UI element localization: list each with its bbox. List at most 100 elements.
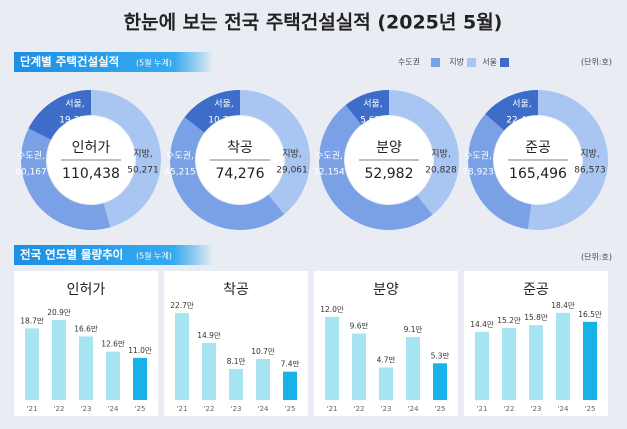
donut-total: 165,496: [509, 166, 567, 182]
donut-title: 인허가: [72, 140, 111, 156]
panel-title: 착공: [223, 282, 249, 298]
bar: [475, 331, 489, 400]
section-title: 전국 연도별 물량추이: [20, 248, 123, 262]
bar-label: 14.9만: [197, 331, 221, 340]
segment-name: 수도권,: [315, 150, 343, 162]
page-title: 한눈에 보는 전국 주택건설실적 (2025년 5월): [124, 12, 503, 34]
legend-swatch: [500, 58, 509, 67]
bar: [25, 328, 39, 400]
segment-name: 수도권,: [17, 150, 45, 162]
donut-title: 준공: [525, 140, 551, 156]
bar-label: 10.7만: [251, 347, 275, 356]
segment-value: 86,573: [574, 166, 606, 176]
bar-label: 9.6만: [350, 322, 369, 331]
legend-swatch: [467, 58, 476, 67]
bar: [529, 325, 543, 400]
bar-label: 15.2만: [497, 316, 521, 325]
bar: [133, 357, 147, 400]
segment-name: 지방,: [580, 149, 599, 160]
bar: [229, 368, 243, 400]
bar: [283, 371, 297, 400]
bar-label: 4.7만: [377, 355, 396, 364]
x-tick-label: '23: [381, 405, 392, 413]
bar: [202, 342, 216, 400]
donut-title: 분양: [376, 140, 402, 156]
x-tick-label: '23: [531, 405, 542, 413]
bar-label: 11.0만: [128, 346, 152, 355]
segment-value: 45,215: [164, 168, 196, 178]
segment-value: 78,923: [462, 168, 494, 178]
donut-segment: [240, 90, 310, 215]
segment-value: 60,167: [15, 168, 47, 178]
donut-segment: [485, 90, 538, 131]
donut-segment: [345, 90, 389, 125]
x-tick-label: '22: [504, 405, 515, 413]
x-tick-label: '21: [327, 405, 338, 413]
donut-segment: [527, 90, 608, 230]
bar-label: 12.0만: [320, 305, 344, 314]
x-tick-label: '22: [354, 405, 365, 413]
bar: [352, 333, 366, 400]
bar: [325, 316, 339, 400]
donut-total: 74,276: [216, 166, 265, 182]
segment-value: 5,612: [360, 116, 386, 126]
x-tick-label: '25: [135, 405, 146, 413]
bar: [502, 328, 516, 400]
bar: [79, 336, 93, 400]
segment-value: 29,061: [276, 166, 308, 176]
donut-segment: [184, 90, 240, 133]
donut-segment: [28, 90, 91, 140]
bar: [406, 337, 420, 400]
x-tick-label: '23: [231, 405, 242, 413]
unit-label: (단위:호): [581, 252, 612, 262]
section-banner: [14, 52, 214, 72]
x-tick-label: '24: [558, 405, 569, 413]
section-banner: [14, 245, 214, 265]
legend-label: 서울: [482, 58, 497, 67]
x-tick-label: '22: [54, 405, 65, 413]
legend-label: 수도권: [398, 57, 420, 67]
x-tick-label: '24: [258, 405, 269, 413]
segment-name: 수도권,: [166, 150, 194, 162]
segment-value: 20,828: [425, 166, 457, 176]
bar: [379, 367, 393, 400]
segment-value: 50,271: [127, 166, 159, 176]
donut-total: 110,438: [62, 166, 120, 182]
bar: [256, 359, 270, 400]
segment-name: 지방,: [133, 149, 152, 160]
segment-value: 32,154: [313, 168, 345, 178]
donut-title: 착공: [227, 140, 253, 156]
x-tick-label: '21: [177, 405, 188, 413]
bar-label: 9.1만: [404, 325, 423, 334]
bar-label: 12.6만: [101, 340, 125, 349]
legend-label: 지방: [449, 57, 464, 67]
donut-segment: [319, 90, 433, 231]
segment-name: 서울,: [214, 99, 233, 110]
x-tick-label: '21: [27, 405, 38, 413]
bar-label: 18.7만: [20, 316, 44, 325]
x-tick-label: '24: [108, 405, 119, 413]
bar: [556, 312, 570, 400]
bar-label: 16.5만: [578, 310, 602, 319]
segment-name: 서울,: [512, 99, 531, 110]
panel-title: 인허가: [67, 282, 106, 298]
segment-value: 19,329: [59, 116, 91, 126]
x-tick-label: '25: [435, 405, 446, 413]
legend-swatch: [431, 58, 440, 67]
x-tick-label: '25: [585, 405, 596, 413]
x-tick-label: '23: [81, 405, 92, 413]
donut-segment: [467, 90, 538, 230]
section-title: 단계별 주택건설실적: [20, 55, 119, 69]
bar-label: 7.4만: [281, 360, 300, 369]
bar: [583, 321, 597, 400]
bar: [52, 319, 66, 400]
segment-name: 수도권,: [464, 150, 492, 162]
bar-label: 16.6만: [74, 324, 98, 333]
donut-total: 52,982: [365, 166, 414, 182]
bar-label: 15.8만: [524, 313, 548, 322]
section-note: (5월 누계): [136, 58, 172, 68]
donut-segment: [389, 90, 459, 215]
bar: [106, 351, 120, 400]
